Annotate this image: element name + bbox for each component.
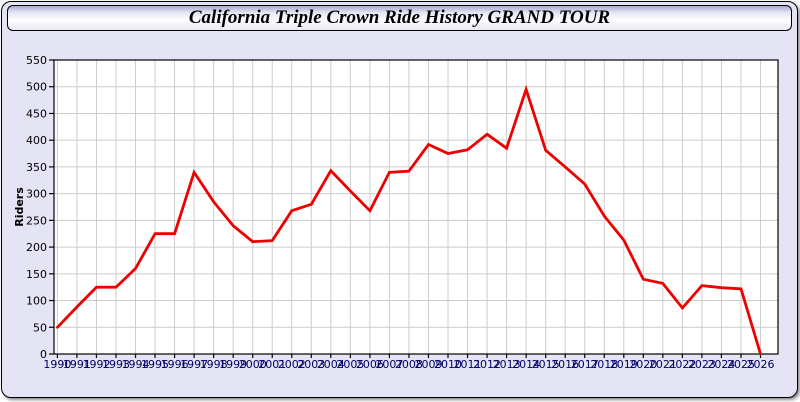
x-tick-label: 2022 — [668, 358, 696, 371]
y-tick-label: 500 — [26, 81, 47, 94]
x-tick-label: 2004 — [317, 358, 345, 371]
chart-title-bar: California Triple Crown Ride History GRA… — [7, 5, 792, 31]
y-tick-label: 450 — [26, 107, 47, 120]
x-tick-label: 2012 — [473, 358, 501, 371]
y-tick-label: 300 — [26, 188, 47, 201]
y-tick-label: 100 — [26, 295, 47, 308]
x-tick-label: 2000 — [239, 358, 267, 371]
x-tick-label: 1998 — [200, 358, 228, 371]
x-tick-label: 1992 — [82, 358, 110, 371]
x-tick-label: 2020 — [629, 358, 657, 371]
y-tick-label: 550 — [26, 54, 47, 67]
y-tick-label: 150 — [26, 268, 47, 281]
x-tick-label: 1991 — [63, 358, 91, 371]
x-tick-label: 2025 — [727, 358, 755, 371]
chart-title: California Triple Crown Ride History GRA… — [188, 7, 611, 28]
x-tick-label: 2011 — [454, 358, 482, 371]
x-tick-label: 2024 — [707, 358, 735, 371]
x-tick-label: 1999 — [219, 358, 247, 371]
x-tick-label: 2002 — [278, 358, 306, 371]
x-tick-label: 1993 — [102, 358, 130, 371]
x-tick-label: 2017 — [571, 358, 599, 371]
x-tick-label: 2006 — [356, 358, 384, 371]
x-tick-label: 2009 — [414, 358, 442, 371]
x-tick-label: 2026 — [747, 358, 775, 371]
x-tick-label: 1997 — [180, 358, 208, 371]
y-tick-label: 250 — [26, 214, 47, 227]
x-tick-label: 2023 — [688, 358, 716, 371]
x-tick-label: 2007 — [375, 358, 403, 371]
x-tick-label: 2001 — [258, 358, 286, 371]
plot-area — [54, 60, 778, 354]
x-tick-label: 2013 — [493, 358, 521, 371]
x-tick-label: 2015 — [532, 358, 560, 371]
x-tick-label: 1995 — [141, 358, 169, 371]
y-tick-label: 50 — [33, 321, 47, 334]
x-tick-label: 2008 — [395, 358, 423, 371]
x-tick-label: 2018 — [590, 358, 618, 371]
plot-border — [53, 59, 779, 355]
x-tick-label: 2005 — [336, 358, 364, 371]
y-tick-label: 200 — [26, 241, 47, 254]
x-tick-label: 2014 — [512, 358, 540, 371]
riders-series-line — [56, 84, 762, 356]
y-axis-title: Riders — [13, 187, 26, 227]
x-tick-label: 2019 — [610, 358, 638, 371]
x-tick-label: 1996 — [161, 358, 189, 371]
x-tick-label: 1994 — [122, 358, 150, 371]
y-tick-label: 350 — [26, 161, 47, 174]
x-tick-label: 2003 — [297, 358, 325, 371]
x-tick-label: 2021 — [649, 358, 677, 371]
x-tick-label: 2016 — [551, 358, 579, 371]
x-tick-label: 2010 — [434, 358, 462, 371]
y-tick-label: 0 — [40, 348, 47, 361]
x-tick-label: 1990 — [43, 358, 71, 371]
y-tick-label: 400 — [26, 134, 47, 147]
